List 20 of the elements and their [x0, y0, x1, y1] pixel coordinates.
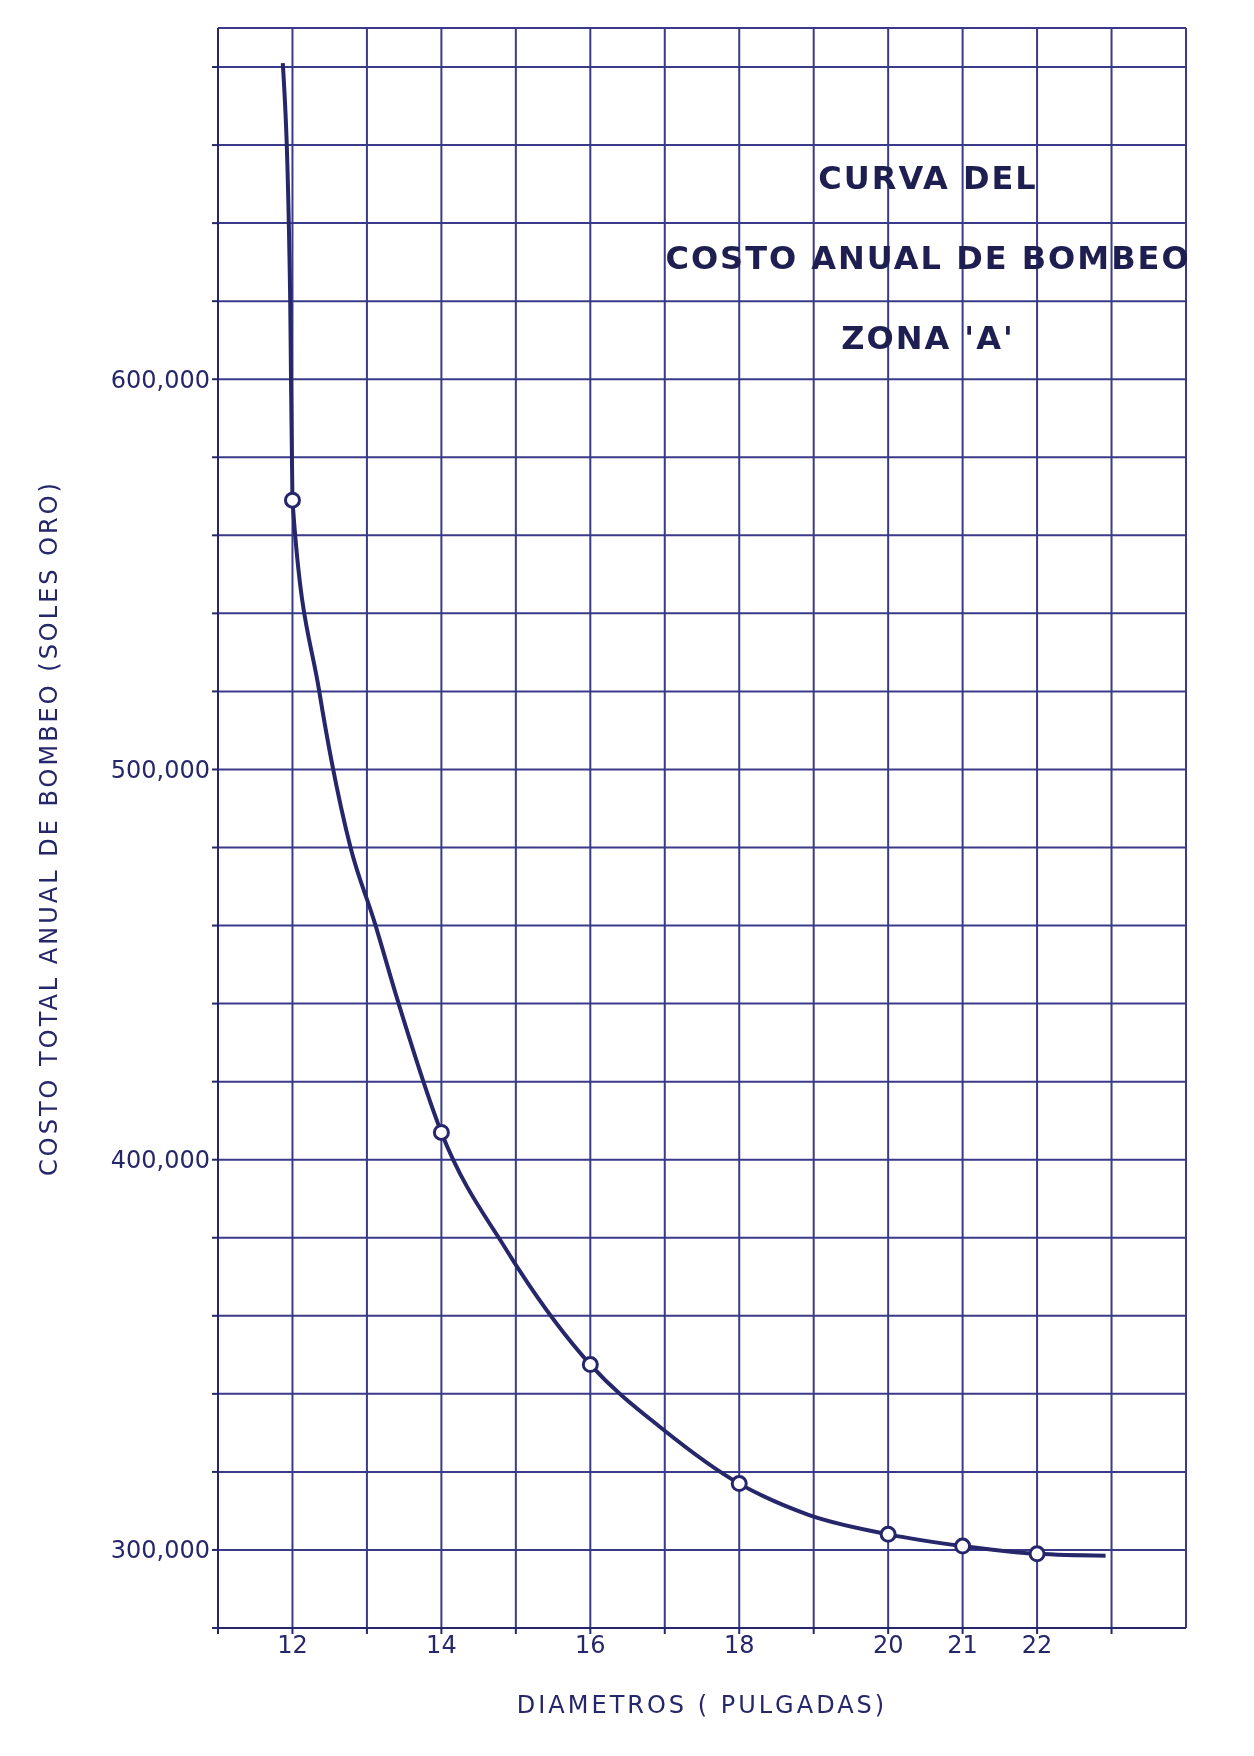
y-tick-label: 300,000: [110, 1536, 210, 1565]
x-tick-label: 12: [277, 1631, 308, 1660]
point: [581, 1356, 599, 1374]
x-tick-label: 22: [1021, 1631, 1053, 1660]
y-tick-label: 600,000: [110, 365, 210, 394]
point: [730, 1475, 748, 1493]
x-tick-label: 21: [947, 1631, 978, 1660]
x-tick-label: 14: [426, 1631, 457, 1660]
y-tick-label: 500,000: [110, 755, 210, 784]
point: [1028, 1545, 1046, 1563]
point: [954, 1537, 972, 1555]
x-axis-title: DIAMETROS ( PULGADAS): [516, 1691, 888, 1719]
x-tick-label: 16: [575, 1631, 606, 1660]
y-tick-label: 400,000: [110, 1146, 210, 1175]
y-axis-title: COSTO TOTAL ANUAL DE BOMBEO (SOLES ORO): [34, 480, 63, 1176]
point: [879, 1525, 897, 1543]
point: [283, 491, 301, 509]
x-tick-label: 20: [872, 1631, 904, 1660]
x-tick-label: 18: [723, 1631, 755, 1660]
point: [432, 1123, 450, 1141]
